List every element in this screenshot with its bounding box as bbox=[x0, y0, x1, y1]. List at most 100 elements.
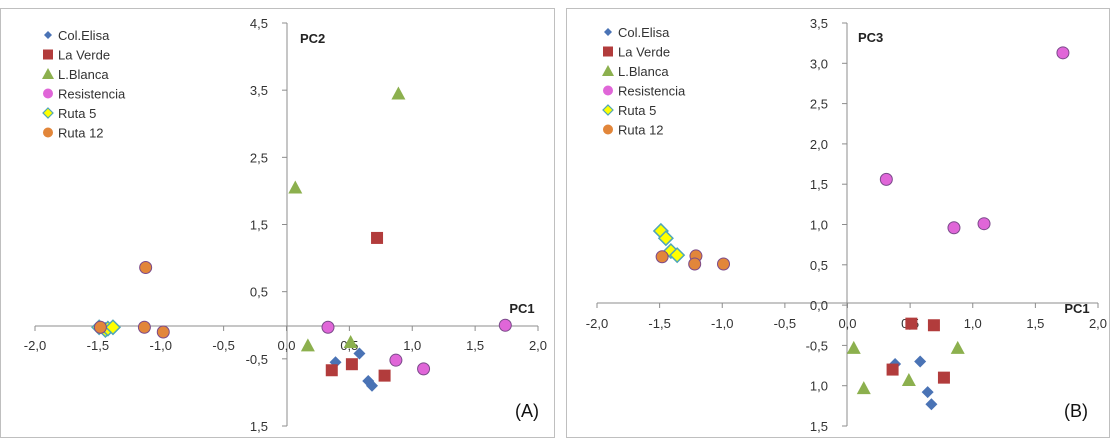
y-tick-label: -0,5 bbox=[246, 352, 268, 367]
y-tick-label: 2,0 bbox=[810, 137, 828, 152]
y-tick-label: -0,5 bbox=[806, 338, 828, 353]
x-tick-label: -2,0 bbox=[586, 316, 608, 331]
data-point bbox=[947, 221, 961, 235]
x-tick-label: -0,5 bbox=[774, 316, 796, 331]
legend-marker bbox=[603, 46, 613, 57]
chart-panel-b: -2,0 -1,5 -1,0 -0,5 0,0 0,5 1,0 1,5 2,0 3,5 3,0 2,5… bbox=[566, 0, 1111, 439]
legend-marker bbox=[43, 127, 53, 138]
series-la-verde bbox=[325, 231, 391, 382]
legend-marker bbox=[604, 28, 612, 36]
series-resistencia bbox=[879, 46, 1070, 235]
y-tick-label: 1,5 bbox=[250, 419, 268, 434]
legend-label: L.Blanca bbox=[58, 67, 109, 82]
x-tick-label: 0,0 bbox=[838, 316, 856, 331]
data-point bbox=[389, 353, 403, 367]
data-point bbox=[688, 257, 702, 271]
data-point bbox=[353, 347, 366, 360]
x-tick-label: 1,0 bbox=[964, 316, 982, 331]
data-point bbox=[925, 398, 938, 411]
legend-marker bbox=[603, 85, 613, 96]
legend-label: Ruta 12 bbox=[618, 123, 664, 138]
legend-marker bbox=[43, 88, 53, 99]
data-point bbox=[156, 325, 170, 339]
x-tick-label: 0,0 bbox=[277, 338, 295, 353]
data-point bbox=[657, 230, 674, 247]
data-point bbox=[343, 335, 358, 349]
x-tick-label: 2,0 bbox=[529, 338, 547, 353]
x-axis-label: PC1 bbox=[509, 301, 534, 316]
data-point bbox=[886, 363, 899, 376]
data-point bbox=[717, 257, 731, 271]
y-tick-label: 1,5 bbox=[810, 177, 828, 192]
x-tick-label: 1,5 bbox=[1026, 316, 1044, 331]
data-point bbox=[879, 172, 893, 186]
data-point bbox=[937, 371, 950, 384]
legend-marker bbox=[603, 124, 613, 135]
legend-marker bbox=[44, 31, 52, 39]
series-l-blanca bbox=[288, 86, 406, 352]
panel-label: (A) bbox=[515, 401, 539, 421]
data-point bbox=[345, 358, 358, 371]
data-point bbox=[300, 338, 315, 352]
y-tick-label: 4,5 bbox=[250, 16, 268, 31]
y-axis-label: PC2 bbox=[300, 31, 325, 46]
y-tick-label: 3,5 bbox=[810, 16, 828, 31]
data-point bbox=[1056, 46, 1070, 60]
legend-marker bbox=[602, 65, 614, 76]
legend-label: Resistencia bbox=[58, 87, 126, 102]
x-tick-label: -1,0 bbox=[150, 338, 172, 353]
data-point bbox=[321, 320, 335, 334]
plot-frame bbox=[0, 8, 555, 438]
x-tick-label: -0,5 bbox=[212, 338, 234, 353]
legend: Col.Elisa La Verde L.Blanca Resistencia Ruta… bbox=[602, 25, 686, 138]
data-point bbox=[325, 364, 338, 377]
x-tick-label: 1,0 bbox=[403, 338, 421, 353]
chart-panel-a: -2,0 -1,5 -1,0 -0,5 0,0 0,5 1,0 1,5 2,0 4,5 3,5 2,5… bbox=[0, 8, 555, 438]
legend-label: Resistencia bbox=[618, 84, 686, 99]
panel-label: (B) bbox=[1064, 401, 1088, 421]
y-tick-label: 1,5 bbox=[810, 419, 828, 434]
legend-label: La Verde bbox=[58, 48, 110, 63]
legend: Col.Elisa La Verde L.Blanca Resistencia Ruta… bbox=[42, 28, 126, 141]
data-point bbox=[856, 381, 871, 395]
x-tick-label: 2,0 bbox=[1089, 316, 1107, 331]
y-tick-label: 3,0 bbox=[810, 56, 828, 71]
data-point bbox=[921, 386, 934, 399]
y-tick-label: 2,5 bbox=[810, 97, 828, 112]
plot-frame bbox=[566, 8, 1110, 438]
series-ruta-12 bbox=[93, 260, 170, 339]
legend-label: Ruta 5 bbox=[58, 106, 96, 121]
legend-label: La Verde bbox=[618, 45, 670, 60]
x-tick-label: -1,5 bbox=[87, 338, 109, 353]
data-point bbox=[846, 340, 861, 354]
data-point bbox=[104, 319, 122, 336]
data-point bbox=[139, 260, 153, 274]
data-point bbox=[950, 340, 965, 354]
series-resistencia bbox=[321, 318, 512, 376]
scatter-plot-a: -2,0 -1,5 -1,0 -0,5 0,0 0,5 1,0 1,5 2,0 4,5 3,5 2,5… bbox=[0, 8, 555, 438]
series-ruta-12 bbox=[655, 249, 731, 271]
x-tick-label: -1,0 bbox=[711, 316, 733, 331]
legend-label: L.Blanca bbox=[618, 64, 669, 79]
data-point bbox=[977, 217, 991, 231]
y-tick-label: 3,5 bbox=[250, 83, 268, 98]
y-tick-label: 0,0 bbox=[810, 298, 828, 313]
legend-marker bbox=[43, 49, 53, 60]
y-tick-label: 1,5 bbox=[250, 218, 268, 233]
legend-marker bbox=[42, 68, 54, 79]
data-point bbox=[378, 369, 391, 382]
data-point bbox=[498, 318, 512, 332]
data-point bbox=[927, 319, 940, 332]
y-tick-label: 1,0 bbox=[810, 379, 828, 394]
data-point bbox=[655, 250, 669, 264]
x-tick-label: -1,5 bbox=[648, 316, 670, 331]
data-point bbox=[391, 86, 406, 100]
x-axis-label: PC1 bbox=[1064, 301, 1089, 316]
legend-label: Ruta 5 bbox=[618, 103, 656, 118]
data-point bbox=[366, 379, 379, 392]
series-l-blanca bbox=[846, 340, 965, 395]
scatter-plot-b: -2,0 -1,5 -1,0 -0,5 0,0 0,5 1,0 1,5 2,0 3,5 3,0 2,5… bbox=[566, 8, 1110, 438]
legend-label: Ruta 12 bbox=[58, 126, 104, 141]
y-tick-label: 0,5 bbox=[250, 285, 268, 300]
series-col-elisa bbox=[329, 347, 379, 392]
